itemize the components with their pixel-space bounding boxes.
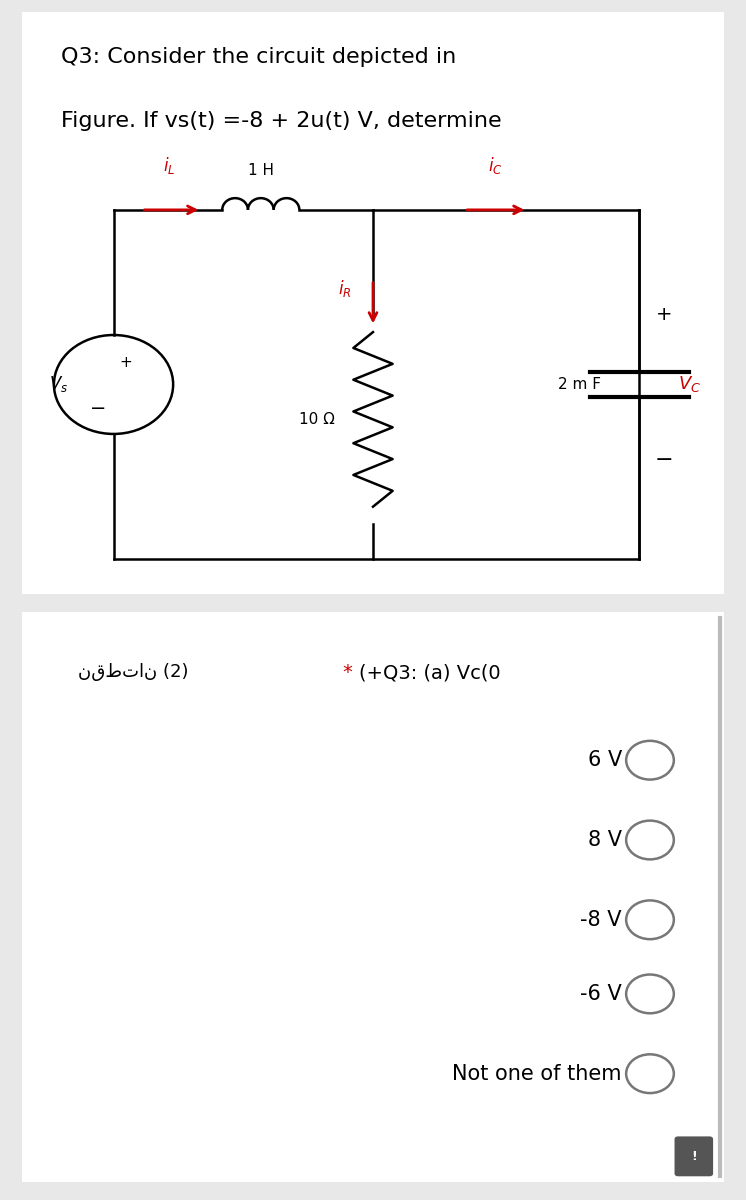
Text: !: ! <box>691 1151 697 1164</box>
Text: $\it{i}_L$: $\it{i}_L$ <box>163 155 176 176</box>
Text: (+Q3: (a) Vc(0: (+Q3: (a) Vc(0 <box>359 664 501 683</box>
Text: −: − <box>90 400 106 419</box>
Text: Not one of them: Not one of them <box>452 1063 622 1084</box>
Text: -6 V: -6 V <box>580 984 622 1004</box>
Text: Figure. If vs(t) =-8 + 2u(t) V, determine: Figure. If vs(t) =-8 + 2u(t) V, determin… <box>61 110 501 131</box>
FancyBboxPatch shape <box>674 1136 713 1176</box>
Text: +: + <box>656 305 672 324</box>
Text: نقطتان (2): نقطتان (2) <box>78 664 189 682</box>
Text: Q3: Consider the circuit depicted in: Q3: Consider the circuit depicted in <box>61 47 457 67</box>
Text: 2 m F: 2 m F <box>558 377 601 392</box>
Text: $\it{i}_R$: $\it{i}_R$ <box>339 278 352 299</box>
Text: 8 V: 8 V <box>588 830 622 850</box>
Text: *: * <box>343 664 359 683</box>
Text: $\it{i}_C$: $\it{i}_C$ <box>489 155 503 176</box>
FancyBboxPatch shape <box>16 6 730 600</box>
Text: 6 V: 6 V <box>588 750 622 770</box>
FancyBboxPatch shape <box>16 606 730 1188</box>
Text: -8 V: -8 V <box>580 910 622 930</box>
Text: 10 Ω: 10 Ω <box>298 412 334 427</box>
Text: $V_C$: $V_C$ <box>678 374 701 395</box>
Text: +: + <box>120 355 133 370</box>
Text: 1 H: 1 H <box>248 163 274 178</box>
Text: −: − <box>655 450 674 470</box>
Text: $V_s$: $V_s$ <box>48 374 68 395</box>
